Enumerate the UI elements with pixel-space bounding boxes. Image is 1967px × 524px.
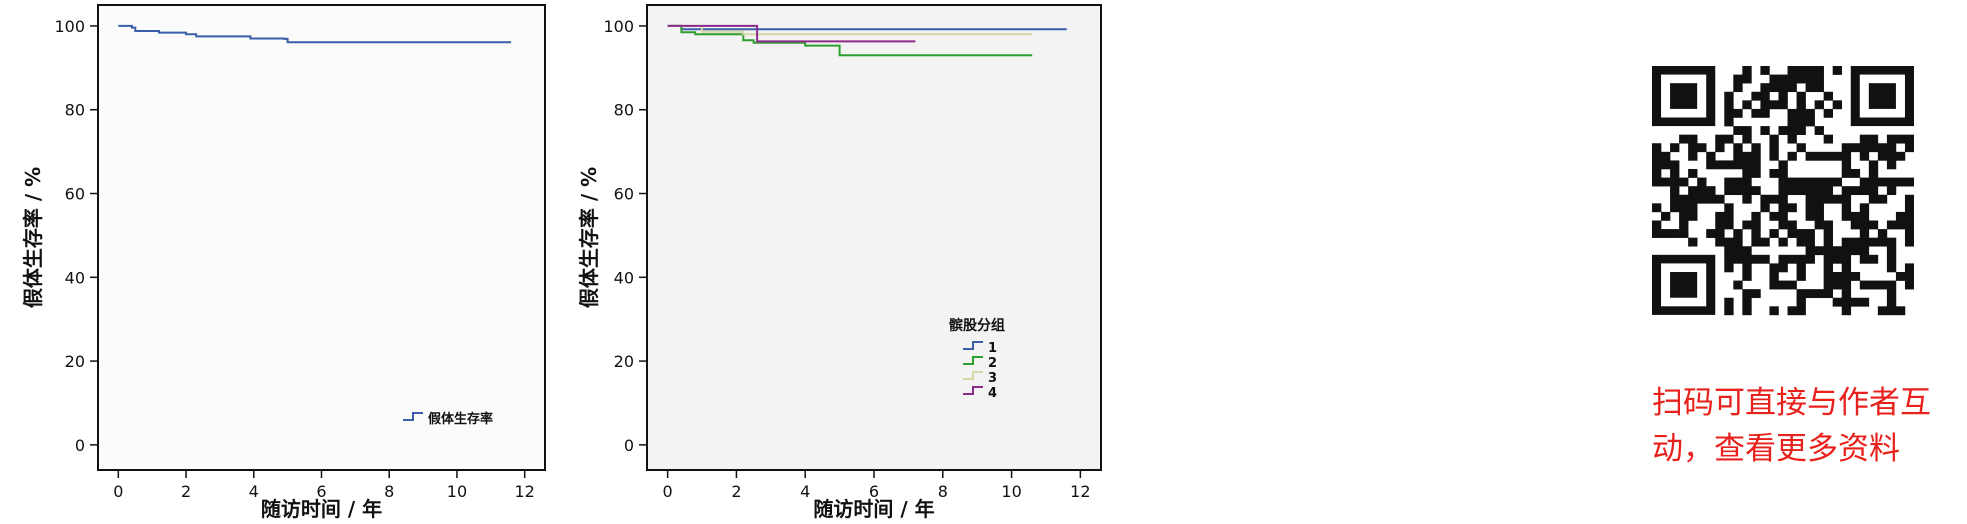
qr-caption-line-2: 动，查看更多资料 [1652,431,1900,467]
y-tick-label: 20 [614,352,634,371]
x-axis-label: 随访时间 / 年 [261,497,382,521]
y-tick-label: 0 [75,436,85,455]
legend-entry-label: 4 [988,386,997,401]
legend-swatch [403,412,423,421]
legend-swatch [963,341,983,350]
x-tick-label: 0 [113,482,123,501]
x-tick-label: 10 [1001,482,1021,501]
plot-frame [97,4,546,471]
x-tick-label: 8 [938,482,948,501]
x-tick-label: 12 [1070,482,1090,501]
y-axis-label: 假体生存率 / % [577,167,601,308]
qr-code[interactable] [1652,48,1915,346]
x-tick-label: 0 [663,482,673,501]
qr-code-image [1652,66,1915,316]
legend-swatch [963,386,983,395]
y-tick-label: 60 [614,185,634,204]
series-line-1 [118,24,512,44]
y-tick-label: 100 [54,17,85,36]
x-tick-label: 6 [316,482,326,501]
chart-overall-survival: 0 20 40 60 80 100 0 2 4 6 8 10 12 随访时间 / 年 假体生存率 / % 假体… [21,4,546,521]
qr-caption-line-1: 扫码可直接与作者互 [1652,385,1931,421]
y-tick-label: 20 [65,352,85,371]
series-line-2 [667,24,1033,57]
legend-entry-label: 假体生存率 [428,411,493,427]
series-line-4 [667,24,916,43]
x-tick-label: 2 [731,482,741,501]
legend-entry-label: 2 [988,356,997,371]
y-tick-label: 0 [624,436,634,455]
legend-entry-label: 3 [988,371,997,386]
legend-entry-label: 1 [988,341,997,356]
legend-title: 髌股分组 [949,317,1005,334]
legend-swatch [963,371,983,380]
y-tick-label: 80 [614,101,634,120]
x-tick-label: 2 [181,482,191,501]
y-tick-label: 100 [603,17,634,36]
y-tick-label: 40 [65,268,85,287]
y-tick-label: 80 [65,101,85,120]
legend-swatch [963,356,983,365]
y-tick-label: 40 [614,268,634,287]
x-tick-label: 12 [515,482,535,501]
x-tick-label: 6 [869,482,879,501]
y-tick-label: 60 [65,185,85,204]
qr-modules [1652,66,1915,316]
x-tick-label: 4 [800,482,810,501]
x-tick-label: 10 [447,482,467,501]
x-tick-label: 4 [249,482,259,501]
x-axis-label: 随访时间 / 年 [813,497,934,521]
x-tick-label: 8 [384,482,394,501]
plot-frame [646,4,1102,471]
y-axis-label: 假体生存率 / % [21,167,45,308]
qr-caption: 扫码可直接与作者互 动，查看更多资料 [1652,380,1952,472]
